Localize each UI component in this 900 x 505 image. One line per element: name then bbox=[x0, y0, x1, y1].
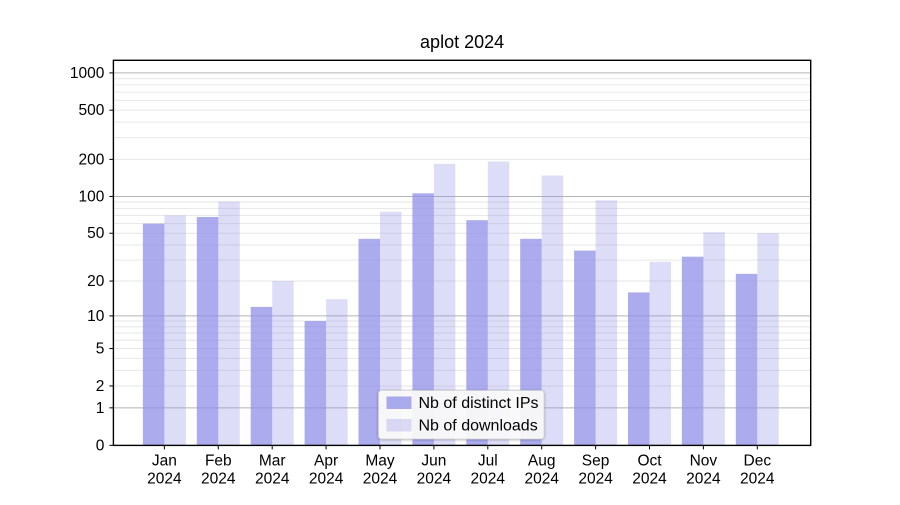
svg-text:2024: 2024 bbox=[524, 470, 559, 487]
svg-text:May: May bbox=[365, 452, 395, 469]
svg-text:Feb: Feb bbox=[205, 452, 232, 469]
svg-text:0: 0 bbox=[96, 437, 105, 454]
svg-text:1000: 1000 bbox=[70, 65, 105, 82]
svg-text:20: 20 bbox=[87, 273, 105, 290]
svg-text:50: 50 bbox=[87, 225, 105, 242]
svg-text:Nov: Nov bbox=[690, 452, 718, 469]
svg-text:aplot 2024: aplot 2024 bbox=[420, 32, 504, 52]
svg-text:2024: 2024 bbox=[147, 470, 182, 487]
svg-text:Nb of downloads: Nb of downloads bbox=[419, 418, 538, 435]
svg-text:2024: 2024 bbox=[740, 470, 775, 487]
svg-text:2024: 2024 bbox=[255, 470, 290, 487]
svg-text:Sep: Sep bbox=[582, 452, 610, 469]
svg-text:2024: 2024 bbox=[309, 470, 344, 487]
svg-text:Apr: Apr bbox=[314, 452, 338, 469]
svg-text:Mar: Mar bbox=[259, 452, 286, 469]
svg-text:200: 200 bbox=[79, 151, 105, 168]
svg-text:5: 5 bbox=[96, 341, 105, 358]
svg-text:2024: 2024 bbox=[201, 470, 236, 487]
svg-text:Oct: Oct bbox=[637, 452, 662, 469]
svg-text:100: 100 bbox=[79, 188, 105, 205]
svg-text:Dec: Dec bbox=[744, 452, 772, 469]
svg-text:2024: 2024 bbox=[471, 470, 506, 487]
svg-text:Aug: Aug bbox=[528, 452, 556, 469]
svg-text:2024: 2024 bbox=[417, 470, 452, 487]
svg-text:1: 1 bbox=[96, 400, 105, 417]
svg-text:2024: 2024 bbox=[578, 470, 613, 487]
svg-text:Nb of distinct IPs: Nb of distinct IPs bbox=[419, 395, 539, 412]
svg-text:2: 2 bbox=[96, 378, 105, 395]
svg-text:Jan: Jan bbox=[152, 452, 177, 469]
svg-text:2024: 2024 bbox=[632, 470, 667, 487]
svg-text:2024: 2024 bbox=[363, 470, 398, 487]
svg-text:Jul: Jul bbox=[478, 452, 498, 469]
svg-text:2024: 2024 bbox=[686, 470, 721, 487]
svg-text:10: 10 bbox=[87, 308, 105, 325]
svg-text:500: 500 bbox=[79, 102, 105, 119]
svg-text:Jun: Jun bbox=[421, 452, 446, 469]
